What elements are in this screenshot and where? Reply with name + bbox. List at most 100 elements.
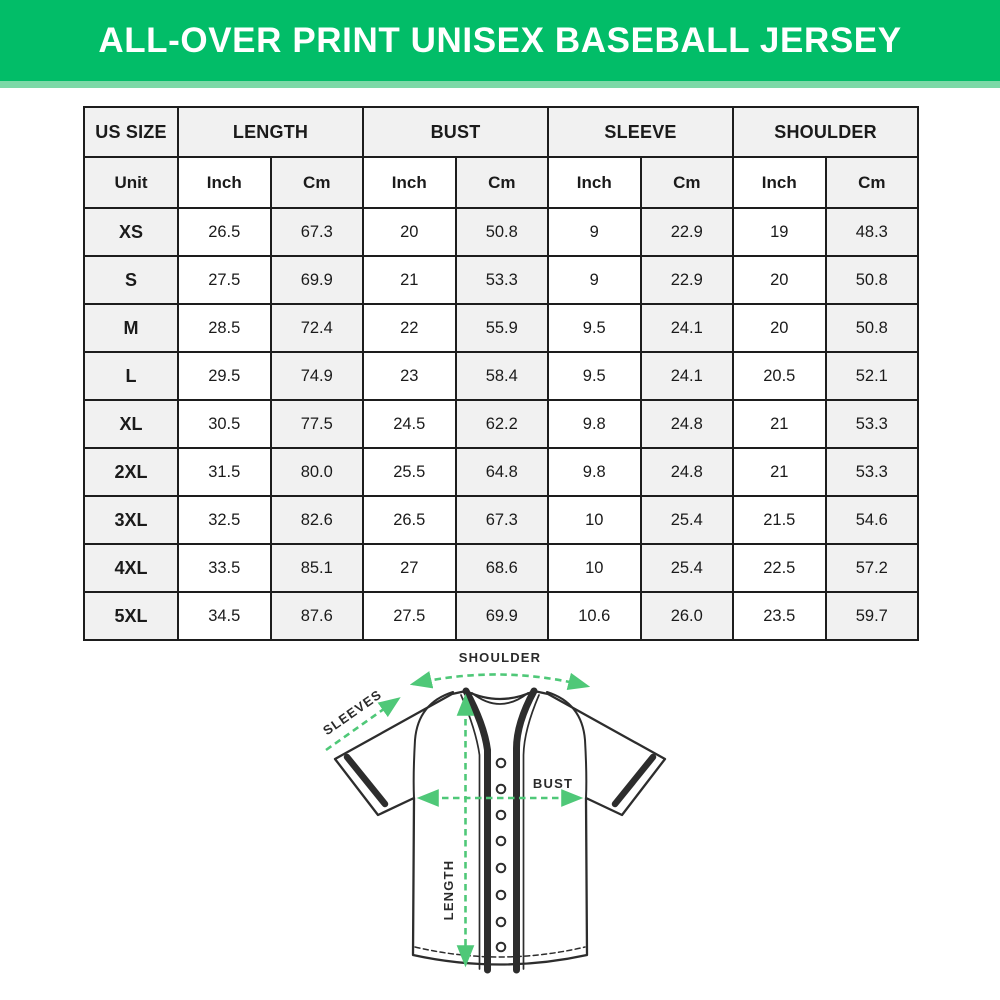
measurement-value: 55.9	[454, 303, 550, 353]
table-row: 4XL 33.5 85.1 27 68.6 10 25.4 22.5 57.2	[83, 543, 920, 593]
table-row: M 28.5 72.4 22 55.9 9.5 24.1 20 50.8	[83, 303, 920, 353]
right-placket-seam	[522, 694, 540, 970]
left-armhole-seam	[412, 691, 454, 799]
table-row: L 29.5 74.9 23 58.4 9.5 24.1 20.5 52.1	[83, 351, 920, 401]
unit-label: Unit	[83, 156, 179, 209]
button	[495, 862, 507, 874]
size-label: 5XL	[83, 591, 179, 641]
jersey-measurement-diagram: SHOULDER SLEEVES BUST LENGTH	[300, 640, 700, 1000]
measurement-value: 20	[732, 303, 827, 353]
length-label: LENGTH	[441, 860, 456, 921]
sleeves-arrow	[325, 697, 401, 752]
unit-inch: Inch	[732, 156, 827, 209]
header-length: LENGTH	[176, 106, 365, 158]
measurement-value: 50.8	[454, 207, 550, 257]
jersey-silhouette	[333, 689, 667, 966]
measurement-value: 68.6	[454, 543, 550, 593]
measurement-value: 9.5	[547, 303, 642, 353]
table-header-row: US SIZE LENGTH BUST SLEEVE SHOULDER	[83, 106, 920, 158]
shoulder-label: SHOULDER	[459, 650, 542, 665]
measurement-value: 23.5	[732, 591, 827, 641]
measurement-value: 32.5	[177, 495, 272, 545]
button	[495, 757, 507, 769]
measurement-value: 25.4	[639, 543, 735, 593]
measurement-value: 21	[732, 447, 827, 497]
table-row: XL 30.5 77.5 24.5 62.2 9.8 24.8 21 53.3	[83, 399, 920, 449]
measurement-value: 26.5	[177, 207, 272, 257]
measurement-value: 22.5	[732, 543, 827, 593]
measurement-value: 21	[362, 255, 457, 305]
banner-bottom-highlight	[0, 81, 1000, 88]
shoulder-arrow	[409, 671, 591, 690]
jersey-diagram-svg: SHOULDER SLEEVES BUST LENGTH	[320, 650, 667, 974]
measurement-value: 30.5	[177, 399, 272, 449]
measurement-value: 21.5	[732, 495, 827, 545]
placket-buttons	[495, 757, 507, 953]
measurement-value: 69.9	[454, 591, 550, 641]
table-unit-row: Unit Inch Cm Inch Cm Inch Cm Inch Cm	[83, 156, 920, 209]
measurement-value: 22.9	[639, 255, 735, 305]
measurement-value: 53.3	[824, 447, 920, 497]
size-label: 4XL	[83, 543, 179, 593]
measurement-value: 24.8	[639, 399, 735, 449]
measurement-value: 9.8	[547, 447, 642, 497]
right-neck-placket-trim	[512, 687, 538, 974]
measurement-value: 9	[547, 255, 642, 305]
unit-cm: Cm	[269, 156, 365, 209]
measurement-value: 33.5	[177, 543, 272, 593]
measurement-value: 48.3	[824, 207, 920, 257]
size-chart-table: US SIZE LENGTH BUST SLEEVE SHOULDER Unit…	[83, 106, 920, 641]
size-label: M	[83, 303, 179, 353]
measurement-value: 50.8	[824, 303, 920, 353]
measurement-value: 74.9	[269, 351, 365, 401]
measurement-value: 67.3	[269, 207, 365, 257]
right-armhole-seam	[546, 691, 588, 799]
measurement-value: 67.3	[454, 495, 550, 545]
measurement-value: 20.5	[732, 351, 827, 401]
measurement-value: 23	[362, 351, 457, 401]
measurement-value: 87.6	[269, 591, 365, 641]
collar-inner-line	[471, 692, 529, 705]
measurement-value: 9.8	[547, 399, 642, 449]
measurement-value: 9.5	[547, 351, 642, 401]
measurement-value: 27.5	[177, 255, 272, 305]
measurement-value: 57.2	[824, 543, 920, 593]
size-label: S	[83, 255, 179, 305]
measurement-value: 52.1	[824, 351, 920, 401]
jersey-outline	[333, 687, 667, 974]
table-row: S 27.5 69.9 21 53.3 9 22.9 20 50.8	[83, 255, 920, 305]
header-banner: ALL-OVER PRINT UNISEX BASEBALL JERSEY	[0, 0, 1000, 88]
measurement-value: 58.4	[454, 351, 550, 401]
measurement-value: 10.6	[547, 591, 642, 641]
measurement-value: 50.8	[824, 255, 920, 305]
measurement-value: 54.6	[824, 495, 920, 545]
measurement-value: 24.1	[639, 351, 735, 401]
header-bust: BUST	[362, 106, 550, 158]
button	[495, 941, 507, 953]
page-title: ALL-OVER PRINT UNISEX BASEBALL JERSEY	[98, 21, 902, 60]
button	[495, 835, 507, 847]
table-row: XS 26.5 67.3 20 50.8 9 22.9 19 48.3	[83, 207, 920, 257]
table-row: 2XL 31.5 80.0 25.5 64.8 9.8 24.8 21 53.3	[83, 447, 920, 497]
measurement-value: 19	[732, 207, 827, 257]
measurement-value: 26.5	[362, 495, 457, 545]
sleeves-label: SLEEVES	[320, 687, 385, 739]
measurement-value: 22.9	[639, 207, 735, 257]
measurement-value: 24.5	[362, 399, 457, 449]
left-cuff-stripe	[343, 753, 389, 808]
unit-cm: Cm	[639, 156, 735, 209]
measurement-value: 27	[362, 543, 457, 593]
measurement-value: 31.5	[177, 447, 272, 497]
header-shoulder: SHOULDER	[732, 106, 920, 158]
unit-inch: Inch	[177, 156, 272, 209]
bust-label: BUST	[533, 776, 573, 791]
size-label: XL	[83, 399, 179, 449]
measurement-value: 69.9	[269, 255, 365, 305]
hem-stitch-line	[414, 946, 586, 958]
header-us-size: US SIZE	[83, 106, 179, 158]
measurement-value: 64.8	[454, 447, 550, 497]
table-row: 3XL 32.5 82.6 26.5 67.3 10 25.4 21.5 54.6	[83, 495, 920, 545]
measurement-value: 24.8	[639, 447, 735, 497]
measurement-value: 27.5	[362, 591, 457, 641]
